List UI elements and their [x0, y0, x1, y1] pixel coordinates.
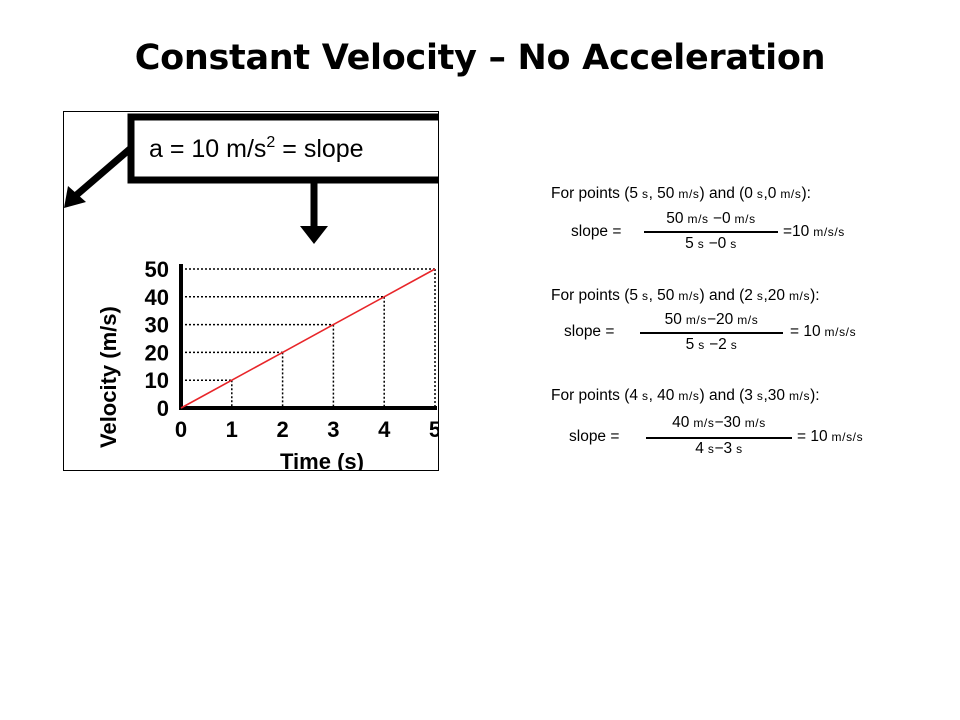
slope-result: =10 m/s/s [783, 223, 845, 240]
fraction-denominator: 5 s −2 s [685, 336, 738, 353]
x-tick-label: 4 [378, 417, 391, 442]
left-arrow-head [64, 186, 86, 208]
velocity-time-graph: a = 10 m/s2 = slope Velocity (m/s) Time … [63, 111, 439, 471]
fraction-bar [644, 231, 778, 233]
x-tick-label: 0 [175, 417, 187, 442]
y-tick-label: 40 [145, 285, 169, 310]
fraction-bar [640, 332, 783, 334]
calc-header: For points (4 s, 40 m/s) and (3 s,30 m/s… [551, 387, 820, 404]
callout-text: a = 10 m/s2 = slope [149, 134, 364, 163]
slope-label: slope = [569, 428, 620, 445]
slope-result: = 10 m/s/s [797, 428, 864, 445]
fraction-numerator: 50 m/s −0 m/s [666, 210, 756, 227]
calc-header: For points (5 s, 50 m/s) and (2 s,20 m/s… [551, 287, 820, 304]
down-arrow-head [300, 226, 328, 244]
x-tick-label: 1 [226, 417, 238, 442]
y-tick-label: 30 [145, 313, 169, 338]
left-arrow-shaft [70, 145, 134, 201]
fraction-bar [646, 437, 792, 439]
x-tick-label: 3 [327, 417, 339, 442]
x-axis-label: Time (s) [280, 449, 364, 471]
y-tick-label: 10 [145, 368, 169, 393]
fraction-denominator: 4 s−3 s [695, 440, 743, 457]
fraction-numerator: 40 m/s−30 m/s [672, 414, 766, 431]
y-tick-label: 20 [145, 340, 169, 365]
slide-title: Constant Velocity – No Acceleration [134, 38, 826, 78]
y-tick-label: 0 [157, 396, 169, 421]
calc-header: For points (5 s, 50 m/s) and (0 s,0 m/s)… [551, 185, 811, 202]
fraction-denominator: 5 s −0 s [685, 235, 737, 252]
velocity-line [180, 268, 436, 409]
slope-result: = 10 m/s/s [790, 323, 857, 340]
y-axis-label: Velocity (m/s) [96, 306, 121, 448]
y-tick-label: 50 [145, 257, 169, 282]
slope-label: slope = [564, 323, 615, 340]
graph-canvas: a = 10 m/s2 = slope Velocity (m/s) Time … [64, 113, 439, 471]
x-tick-label: 2 [276, 417, 288, 442]
x-tick-label: 5 [429, 417, 439, 442]
slope-label: slope = [571, 223, 622, 240]
fraction-numerator: 50 m/s−20 m/s [664, 311, 759, 328]
